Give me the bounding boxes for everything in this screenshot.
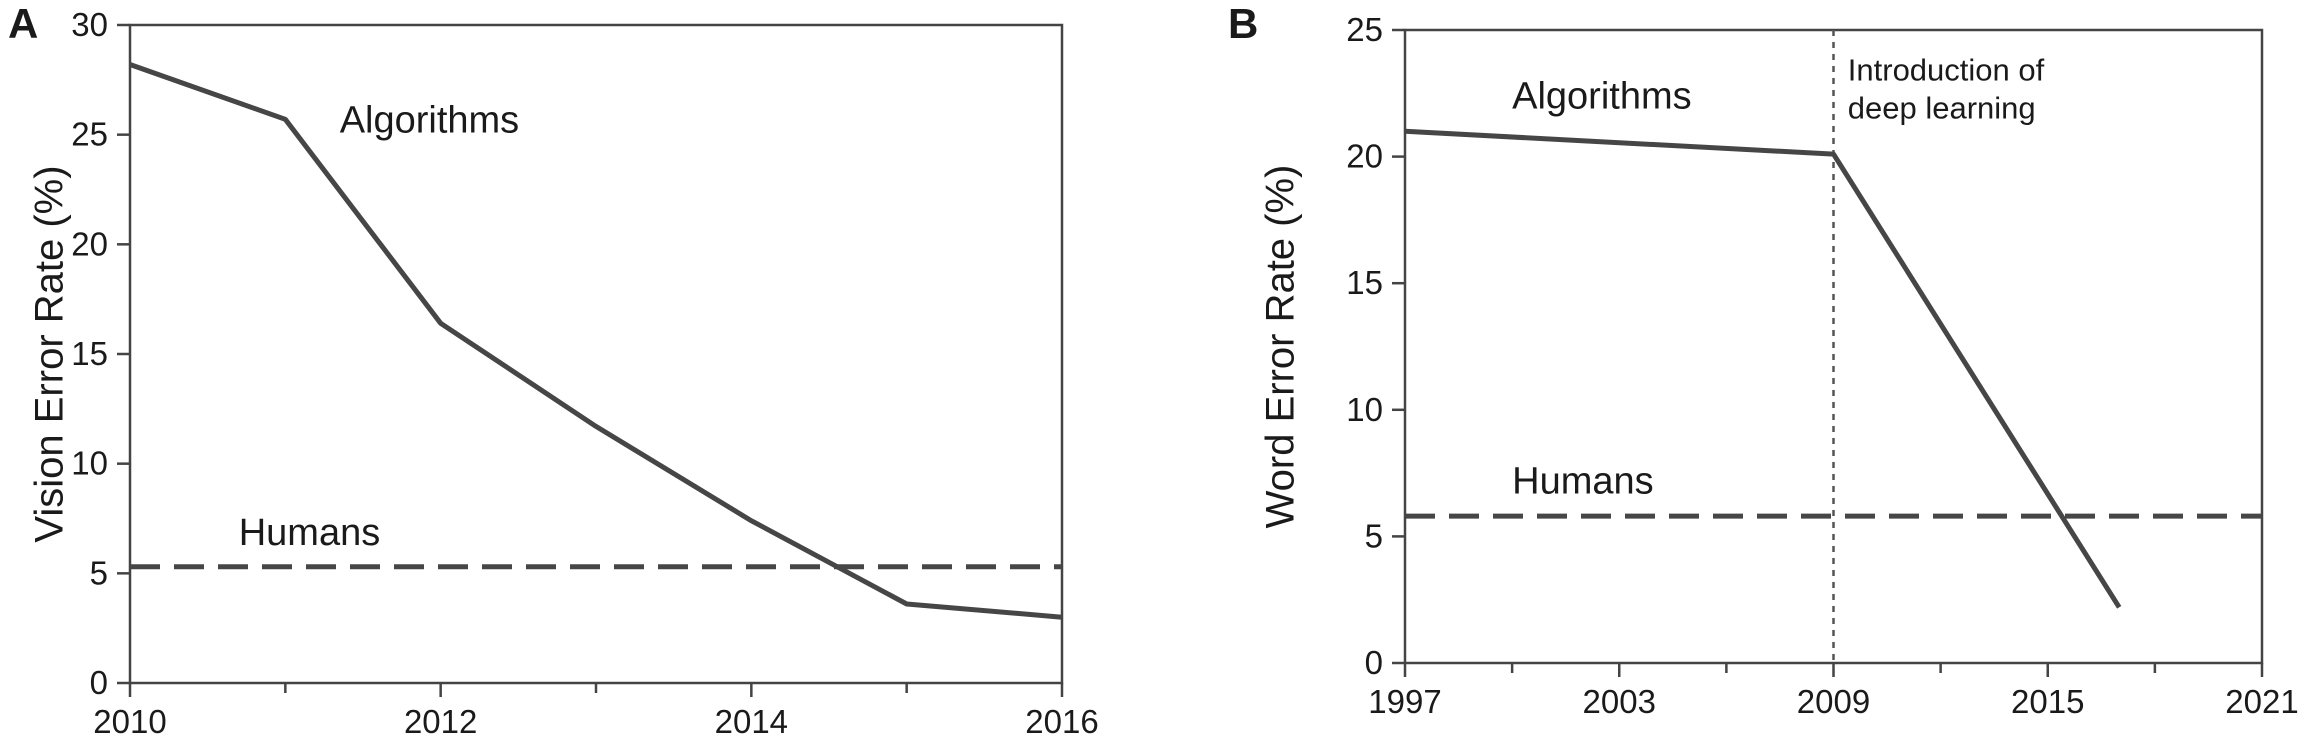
y-tick-label: 15: [71, 335, 108, 372]
annotation-line: deep learning: [1848, 91, 2036, 126]
y-tick-label: 10: [1346, 391, 1383, 428]
x-tick-label: 2021: [2225, 683, 2298, 720]
y-axis-title: Vision Error Rate (%): [28, 165, 72, 542]
y-tick-label: 15: [1346, 264, 1383, 301]
series-line-algorithms: [1404, 128, 2122, 609]
y-tick-label: 10: [71, 445, 108, 482]
chart-panel-a: A 0 5 10 15 20 25 30 2010 2012 2014 2016 Vision Erro…: [8, 0, 1099, 740]
x-tick-label: 1997: [1368, 683, 1441, 720]
series-label: Humans: [1512, 460, 1654, 502]
x-tick-label: 2003: [1583, 683, 1656, 720]
x-tick-label: 2016: [1025, 703, 1098, 740]
y-tick-label: 0: [90, 664, 108, 701]
y-tick-label: 5: [90, 554, 108, 591]
y-tick-label: 20: [1346, 138, 1383, 175]
series-label: Algorithms: [340, 99, 520, 141]
x-tick-label: 2015: [2011, 683, 2084, 720]
series-label: Algorithms: [1512, 75, 1692, 117]
x-tick-label: 2014: [715, 703, 788, 740]
annotation-deep-learning: Introduction of deep learning: [1848, 53, 2045, 126]
y-tick-label: 25: [1346, 11, 1383, 48]
annotation-line: Introduction of: [1848, 53, 2045, 88]
y-tick-label: 20: [71, 225, 108, 262]
y-tick-label: 5: [1365, 517, 1383, 554]
panel-letter: A: [8, 0, 38, 47]
y-axis-title: Word Error Rate (%): [1259, 165, 1303, 529]
y-tick-label: 25: [71, 116, 108, 153]
chart-panel-b: B 0 5 10 15 20 25 1997 2003 2009 2015 2021 Word Erro…: [1228, 0, 2299, 720]
panel-letter: B: [1228, 0, 1258, 47]
series-label: Humans: [239, 512, 381, 554]
y-tick-label: 0: [1365, 644, 1383, 681]
x-tick-label: 2012: [404, 703, 477, 740]
series-line-algorithms: [129, 62, 1063, 620]
x-tick-label: 2010: [93, 703, 166, 740]
y-tick-label: 30: [71, 6, 108, 43]
x-tick-label: 2009: [1797, 683, 1870, 720]
plot-frame: [128, 23, 1064, 685]
